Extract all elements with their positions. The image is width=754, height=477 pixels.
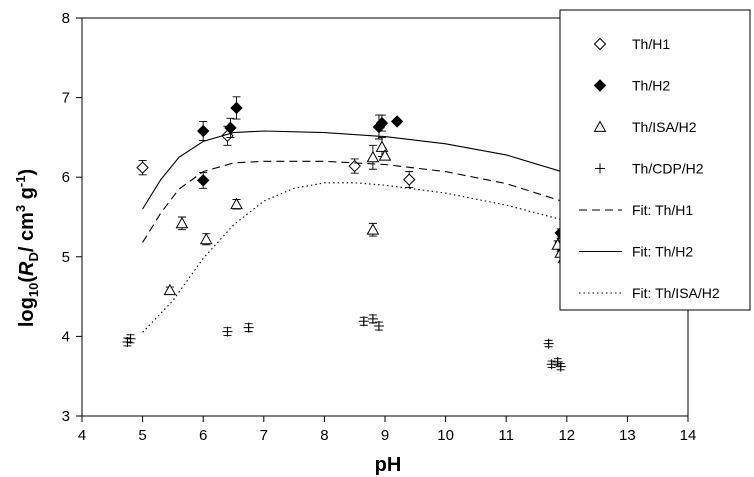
legend-item: Fit: Th/H2 <box>579 244 693 260</box>
legend-marker <box>593 37 607 51</box>
data-point <box>196 124 210 138</box>
x-tick-label: 8 <box>320 427 328 444</box>
legend-label: Fit: Th/H1 <box>632 202 693 218</box>
data-point <box>163 283 177 296</box>
legend-item: Fit: Th/H1 <box>579 202 693 218</box>
data-point <box>403 173 416 186</box>
series-4 <box>122 313 566 372</box>
x-tick-label: 13 <box>619 427 636 444</box>
y-title-mid: / cm <box>16 212 38 252</box>
legend-item: Th/H1 <box>593 36 670 52</box>
x-tick-label: 14 <box>680 427 697 444</box>
legend-item: Fit: Th/ISA/H2 <box>579 285 720 301</box>
data-point <box>199 232 213 245</box>
x-tick-label: 11 <box>498 427 514 444</box>
x-axis-title: pH <box>375 454 402 476</box>
data-point <box>375 116 389 130</box>
legend-label: Fit: Th/H2 <box>632 244 693 260</box>
x-tick-label: 9 <box>381 427 389 444</box>
data-point <box>196 174 210 187</box>
fit-line <box>142 130 628 210</box>
y-title-open: ( <box>16 276 38 283</box>
fit-line <box>142 182 628 333</box>
data-point <box>222 326 233 337</box>
legend-label: Th/ISA/H2 <box>632 119 697 135</box>
data-point <box>366 223 380 235</box>
legend-item: Th/ISA/H2 <box>593 119 697 135</box>
legend: Th/H1 Th/H2 Th/ISA/H2 Th/CDP/H2 Fit: Th/H1 Fi… <box>559 9 751 311</box>
y-tick-label: 3 <box>62 408 70 425</box>
data-point <box>175 216 189 229</box>
legend-label: Th/H1 <box>632 36 670 52</box>
legend-marker <box>595 163 605 174</box>
legend-marker <box>593 120 607 132</box>
legend-item: Th/CDP/H2 <box>595 161 704 177</box>
data-point <box>375 140 389 152</box>
data-point <box>230 197 243 210</box>
data-point <box>348 159 361 173</box>
data-point <box>366 150 380 163</box>
data-point <box>390 115 404 128</box>
data-point <box>230 101 243 115</box>
data-point <box>543 338 554 349</box>
legend-marker <box>593 79 607 92</box>
legend-label: Th/H2 <box>632 78 670 94</box>
data-point <box>125 333 136 344</box>
data-point <box>555 361 566 372</box>
data-point <box>136 161 149 174</box>
data-point <box>367 313 378 324</box>
y-tick-label: 8 <box>62 10 70 27</box>
series-1 <box>136 125 574 249</box>
y-tick-label: 5 <box>62 249 70 266</box>
data-point <box>373 321 384 332</box>
y-title-prefix: log <box>16 297 38 327</box>
y-title-mid2: g <box>16 187 38 205</box>
y-title-sub: 10 <box>26 283 41 297</box>
legend-label: Th/CDP/H2 <box>632 161 704 177</box>
x-tick-label: 5 <box>138 427 146 444</box>
y-title-sup: 3 <box>13 205 28 212</box>
y-tick-label: 6 <box>62 169 70 186</box>
y-axis-title: log10(RD/ cm3 g-1) <box>13 169 41 327</box>
x-tick-label: 12 <box>558 427 575 444</box>
series-3 <box>163 136 571 296</box>
y-title-close: ) <box>16 169 38 176</box>
series-5 <box>142 160 628 243</box>
legend-item: Th/H2 <box>593 78 670 94</box>
x-tick-label: 6 <box>199 427 207 444</box>
fit-line <box>142 160 628 243</box>
y-title-sub2: D <box>26 252 41 261</box>
data-point <box>546 359 557 370</box>
series-6 <box>142 130 628 210</box>
plot-area <box>122 96 628 372</box>
x-tick-label: 7 <box>260 427 268 444</box>
data-point <box>243 322 254 333</box>
series-7 <box>142 182 628 333</box>
legend-label: Fit: Th/ISA/H2 <box>632 285 720 301</box>
data-point <box>378 149 392 161</box>
y-title-italic: R <box>16 261 38 276</box>
y-title-sup2: -1 <box>13 176 28 188</box>
data-point <box>358 316 369 327</box>
x-tick-label: 4 <box>78 427 86 444</box>
y-tick-label: 4 <box>62 328 70 345</box>
x-tick-label: 10 <box>437 427 454 444</box>
legend-box <box>559 9 751 311</box>
y-tick-label: 7 <box>62 90 70 107</box>
series-2 <box>196 96 574 257</box>
